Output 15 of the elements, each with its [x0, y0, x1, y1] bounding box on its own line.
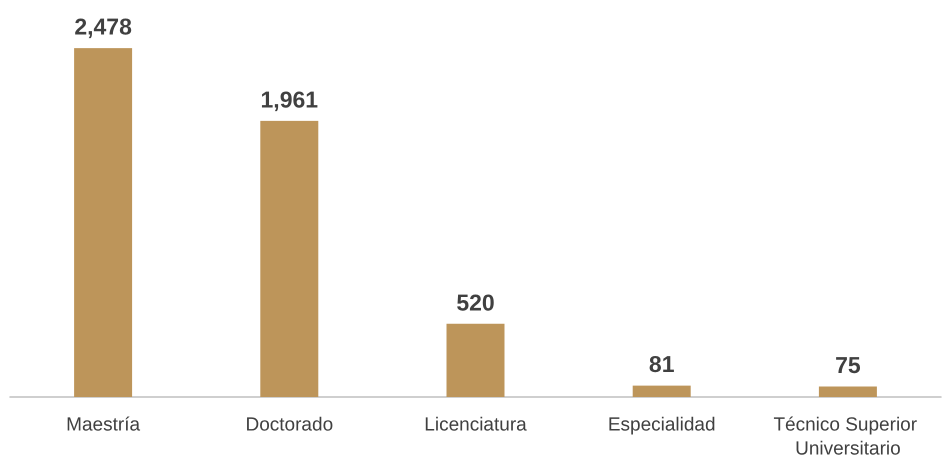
bar: [74, 48, 132, 397]
data-label: 1,961: [260, 86, 318, 112]
x-tick-label: Maestría: [66, 414, 140, 436]
data-label: 520: [456, 289, 495, 316]
x-tick-label: Doctorado: [245, 414, 334, 436]
data-label: 2,478: [74, 14, 132, 40]
bar: [446, 324, 504, 397]
bar: [632, 386, 691, 397]
data-label: 81: [648, 351, 675, 378]
bar: [818, 386, 877, 397]
x-tick-label: Especialidad: [608, 414, 716, 436]
data-label: 75: [835, 352, 861, 378]
x-tick-label: Licenciatura: [424, 414, 528, 436]
x-tick-label: Técnico Superior Universitario: [773, 414, 922, 460]
bar: [260, 120, 318, 397]
